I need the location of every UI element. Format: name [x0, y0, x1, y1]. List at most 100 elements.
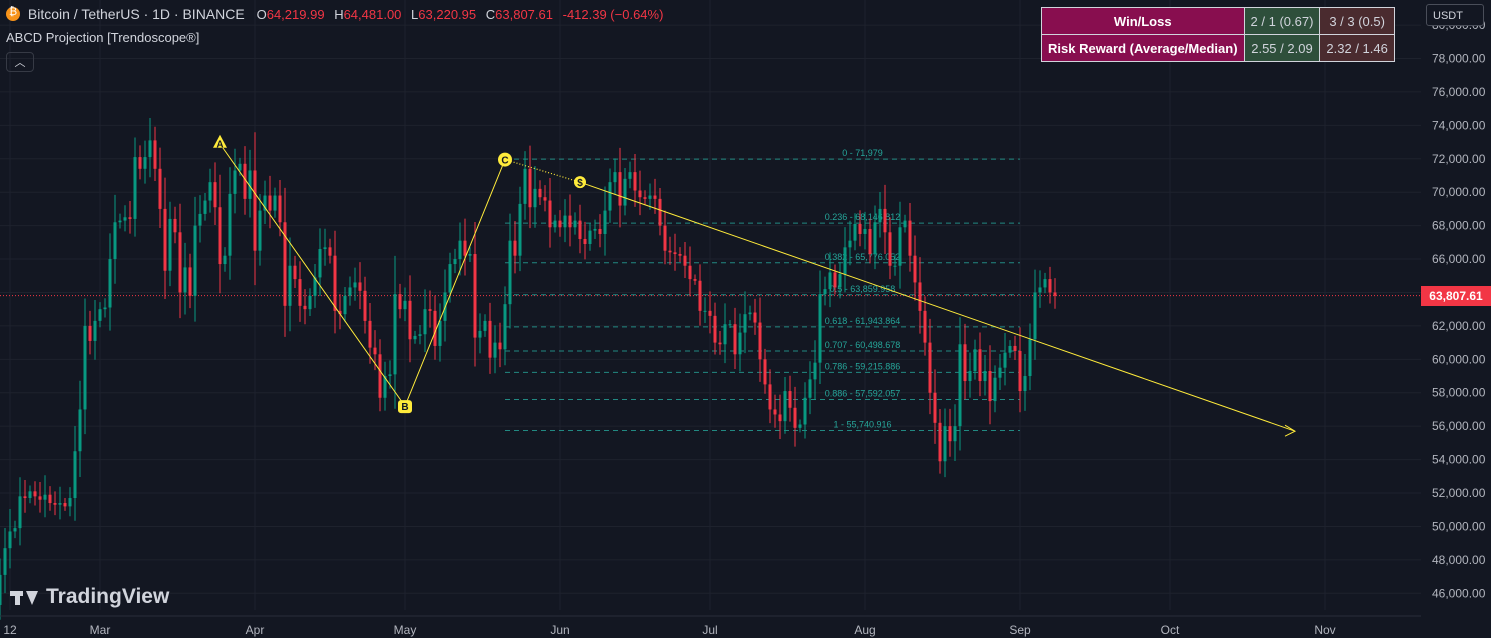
candle-body [788, 391, 792, 408]
candle-body [28, 491, 32, 499]
candle-body [678, 254, 682, 256]
candle-body [823, 289, 827, 295]
y-tick-label: 74,000.00 [1432, 118, 1486, 132]
fib-label: 0.5 - 63,859.958 [830, 284, 896, 294]
candle-body [698, 280, 702, 311]
candle-body [73, 451, 77, 499]
candle-body [438, 320, 442, 346]
x-tick-label: Apr [246, 623, 265, 637]
candle-body [963, 344, 967, 382]
y-tick-label: 62,000.00 [1432, 319, 1486, 333]
chart-grid [0, 0, 1421, 610]
candle-body [1038, 287, 1042, 293]
candle-body [133, 157, 137, 219]
candle-body [653, 195, 657, 199]
candle-body [798, 424, 802, 428]
candle-body [928, 342, 932, 393]
candle-body [223, 255, 227, 265]
candle-body [548, 200, 552, 228]
candle-body [253, 170, 257, 251]
candle-body [903, 220, 907, 228]
candle-body [498, 342, 502, 350]
candle-body [408, 300, 412, 340]
candle-body [148, 140, 152, 158]
candle-body [168, 218, 172, 271]
tradingview-wordmark: TradingView [46, 585, 170, 608]
ohlc-low-key: L [411, 7, 419, 22]
candle-body [1043, 279, 1047, 288]
candle-body [268, 195, 272, 211]
candle-body [293, 265, 297, 280]
candle-body [518, 203, 522, 256]
indicator-title[interactable]: ABCD Projection [Trendoscope®] [6, 30, 200, 45]
symbol-title[interactable]: Bitcoin / TetherUS · 1D · BINANCE [27, 6, 245, 22]
candle-body [383, 376, 387, 398]
candle-body [43, 494, 47, 500]
candle-body [908, 220, 912, 256]
candle-body [893, 265, 897, 267]
candle-body [113, 222, 117, 260]
candle-body [1023, 376, 1027, 392]
candle-body [363, 290, 367, 321]
pattern-point-label: C [501, 156, 508, 167]
table-cell: 2.55 / 2.09 [1243, 34, 1321, 62]
candle-body [973, 349, 977, 372]
candle-body [683, 255, 687, 266]
candle-body [98, 309, 102, 321]
ab-bc-legs [219, 143, 506, 408]
candle-body [473, 254, 477, 338]
table-row: Win/Loss 2 / 1 (0.67) 3 / 3 (0.5) [1041, 7, 1395, 35]
tradingview-logo[interactable]: TradingView [10, 585, 169, 609]
candle-body [703, 310, 707, 312]
candle-body [353, 282, 357, 288]
projection-arrowhead [1284, 424, 1297, 437]
candle-body [273, 195, 277, 211]
candle-body [298, 279, 302, 306]
candle-body [883, 208, 887, 233]
ohlc-open-key: O [256, 7, 267, 22]
fib-label: 0.236 - 68,146.812 [825, 212, 901, 222]
candle-body [743, 314, 747, 333]
candle-body [998, 367, 1002, 378]
candle-body [718, 342, 722, 345]
candle-body [463, 240, 467, 256]
ohlc-change: -412.39 (−0.64%) [562, 7, 664, 22]
table-row: Risk Reward (Average/Median) 2.55 / 2.09… [1041, 34, 1395, 62]
candle-body [1013, 345, 1017, 351]
y-tick-label: 78,000.00 [1432, 51, 1486, 65]
fib-label: 0 - 71,979 [842, 148, 883, 158]
collapse-indicators-button[interactable]: ︿ [6, 52, 34, 72]
candle-body [793, 407, 797, 428]
candle-body [868, 228, 872, 255]
candle-body [808, 379, 812, 398]
candle-body [278, 195, 282, 223]
candle-body [453, 259, 457, 265]
x-tick-label: Jul [702, 623, 717, 637]
candle-body [318, 249, 322, 278]
ohlc-high-key: H [334, 7, 344, 22]
candle-body [343, 295, 347, 315]
candle-body [993, 377, 997, 402]
candle-body [838, 274, 842, 288]
candle-body [468, 254, 472, 256]
pattern-point-label: A [216, 140, 223, 151]
candle-body [108, 259, 112, 308]
candle-body [458, 240, 462, 260]
candle-body [773, 409, 777, 415]
candle-body [238, 163, 242, 171]
ohlc-high-value: 64,481.00 [343, 7, 402, 22]
candle-body [503, 304, 507, 350]
candle-body [638, 190, 642, 198]
candle-body [873, 222, 877, 255]
ohlc-values: O64,219.99 H64,481.00 L63,220.95 C63,807… [257, 7, 670, 22]
candle-body [308, 295, 312, 310]
candle-body [843, 247, 847, 275]
candle-body [63, 503, 67, 507]
currency-button[interactable]: USDT [1426, 4, 1484, 26]
candle-body [58, 503, 62, 505]
candle-body [778, 414, 782, 422]
candle-body [813, 362, 817, 380]
y-tick-label: 48,000.00 [1432, 553, 1486, 567]
candle-body [388, 374, 392, 377]
